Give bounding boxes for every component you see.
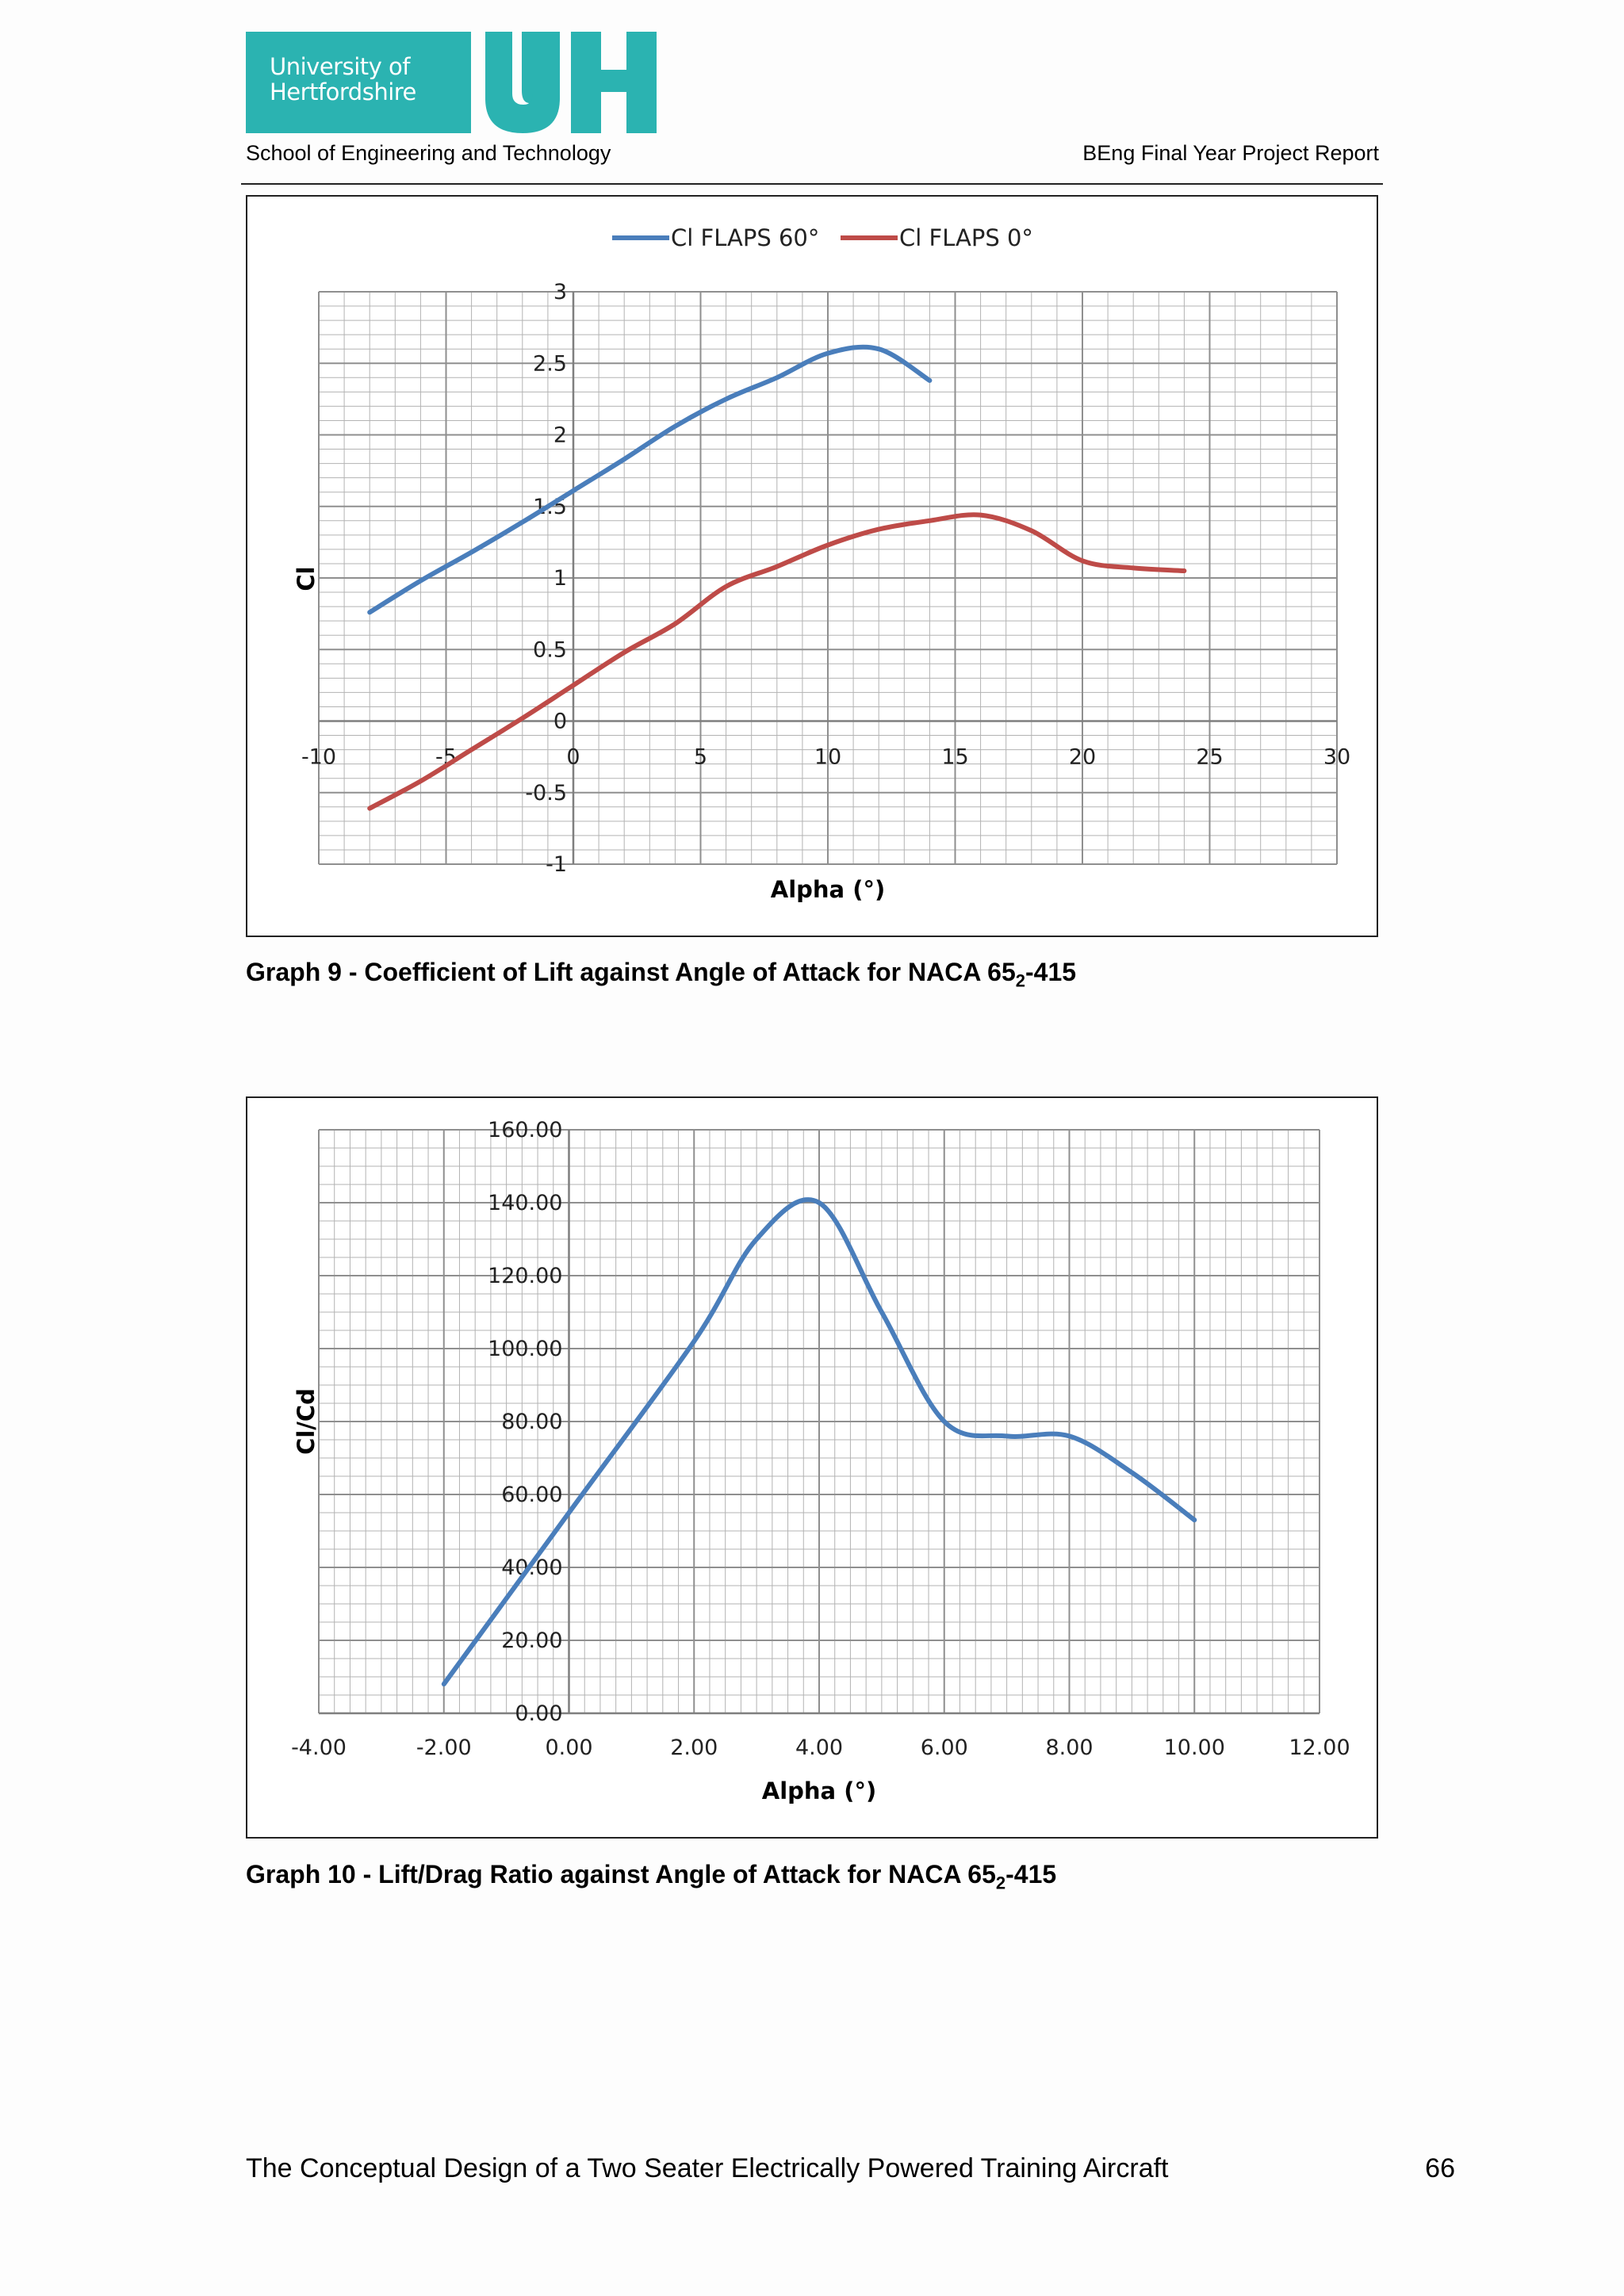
x-tick-label: 8.00 bbox=[1045, 1735, 1093, 1760]
x-tick-label: -10 bbox=[301, 745, 336, 770]
x-tick-label: 30 bbox=[1323, 745, 1350, 770]
y-tick-label: -1 bbox=[546, 852, 567, 877]
y-tick-label: 0.5 bbox=[533, 637, 567, 662]
x-tick-label: 0 bbox=[566, 745, 580, 770]
y-tick-label: 80.00 bbox=[501, 1410, 562, 1434]
x-tick-label: 10 bbox=[814, 745, 841, 770]
plot-grid bbox=[318, 291, 1338, 865]
y-axis-title: Cl/Cd bbox=[293, 1388, 320, 1455]
uh-logo-graphic bbox=[246, 32, 657, 133]
x-tick-label: 4.00 bbox=[795, 1735, 843, 1760]
y-tick-label: 100.00 bbox=[488, 1337, 562, 1361]
graph-9-caption-subscript: 2 bbox=[1015, 970, 1025, 991]
y-tick-label: 3 bbox=[553, 280, 567, 304]
graph-9-chart: -10 -5 0 5 10 15 20 25 30 -1 -0.5 0 0.5 1 1.5 2 2.5 3 Alph… bbox=[246, 195, 1378, 937]
graph-9-svg: -10 -5 0 5 10 15 20 25 30-1-0.500.511.522.53Alph… bbox=[293, 224, 1350, 903]
graph-9-caption: Graph 9 - Coefficient of Lift against An… bbox=[246, 958, 1076, 991]
x-tick-label: 6.00 bbox=[921, 1735, 968, 1760]
x-tick-label: -2.00 bbox=[416, 1735, 472, 1760]
page-number: 66 bbox=[1425, 2153, 1455, 2183]
x-tick-label: 5 bbox=[694, 745, 707, 770]
university-logo: University of Hertfordshire bbox=[246, 32, 657, 133]
y-tick-label: 60.00 bbox=[501, 1483, 562, 1507]
y-tick-label: 2.5 bbox=[533, 351, 567, 376]
document-title-footer: The Conceptual Design of a Two Seater El… bbox=[246, 2153, 1169, 2183]
graph-10-svg: -4.00 -2.00 0.00 2.00 4.00 6.00 8.00 10.00 12.00… bbox=[291, 1118, 1350, 1804]
x-tick-label: 0.00 bbox=[545, 1735, 592, 1760]
graph-10-chart: -4.00 -2.00 0.00 2.00 4.00 6.00 8.00 10.00 12.00… bbox=[246, 1096, 1378, 1839]
y-tick-label: 0 bbox=[553, 710, 567, 734]
y-tick-label: 120.00 bbox=[488, 1264, 562, 1288]
x-tick-label: 20 bbox=[1069, 745, 1096, 770]
x-axis-title: Alpha (°) bbox=[771, 876, 885, 903]
y-tick-label: 20.00 bbox=[501, 1628, 562, 1653]
logo-wordmark: University of Hertfordshire bbox=[270, 54, 416, 105]
legend-label-1: Cl FLAPS 60° bbox=[671, 224, 819, 251]
logo-text-line1: University of bbox=[270, 53, 410, 80]
x-tick-label: 12.00 bbox=[1289, 1735, 1350, 1760]
logo-text-line2: Hertfordshire bbox=[270, 78, 416, 105]
y-tick-label: 40.00 bbox=[501, 1556, 562, 1580]
x-tick-label: 2.00 bbox=[670, 1735, 718, 1760]
y-tick-label: 1 bbox=[553, 566, 567, 591]
x-tick-label: 15 bbox=[941, 745, 968, 770]
school-name: School of Engineering and Technology bbox=[246, 141, 611, 165]
x-tick-label: 10.00 bbox=[1164, 1735, 1225, 1760]
plot-grid bbox=[318, 1129, 1320, 1714]
y-tick-label: 160.00 bbox=[488, 1118, 562, 1142]
graph-9-caption-text: Graph 9 - Coefficient of Lift against An… bbox=[246, 958, 1016, 986]
y-tick-label: -0.5 bbox=[525, 781, 567, 806]
y-tick-label: 2 bbox=[553, 423, 567, 448]
series-line-2 bbox=[367, 512, 1187, 811]
y-tick-label: 0.00 bbox=[515, 1701, 562, 1726]
series-line-1 bbox=[441, 1197, 1197, 1687]
graph-10-caption: Graph 10 - Lift/Drag Ratio against Angle… bbox=[246, 1860, 1056, 1893]
graph-9-caption-suffix: -415 bbox=[1025, 958, 1077, 986]
y-tick-label: 140.00 bbox=[488, 1191, 562, 1215]
x-tick-label: -4.00 bbox=[291, 1735, 347, 1760]
x-tick-label: 25 bbox=[1196, 745, 1223, 770]
legend-label-2: Cl FLAPS 0° bbox=[899, 224, 1033, 251]
x-axis-title: Alpha (°) bbox=[762, 1777, 876, 1804]
series-line-1 bbox=[367, 344, 933, 615]
graph-10-caption-text: Graph 10 - Lift/Drag Ratio against Angle… bbox=[246, 1860, 996, 1888]
y-axis-title: Cl bbox=[293, 566, 320, 591]
graph-10-caption-suffix: -415 bbox=[1005, 1860, 1057, 1888]
report-type: BEng Final Year Project Report bbox=[1082, 141, 1379, 165]
header-divider bbox=[241, 183, 1383, 185]
graph-10-caption-subscript: 2 bbox=[995, 1873, 1006, 1893]
